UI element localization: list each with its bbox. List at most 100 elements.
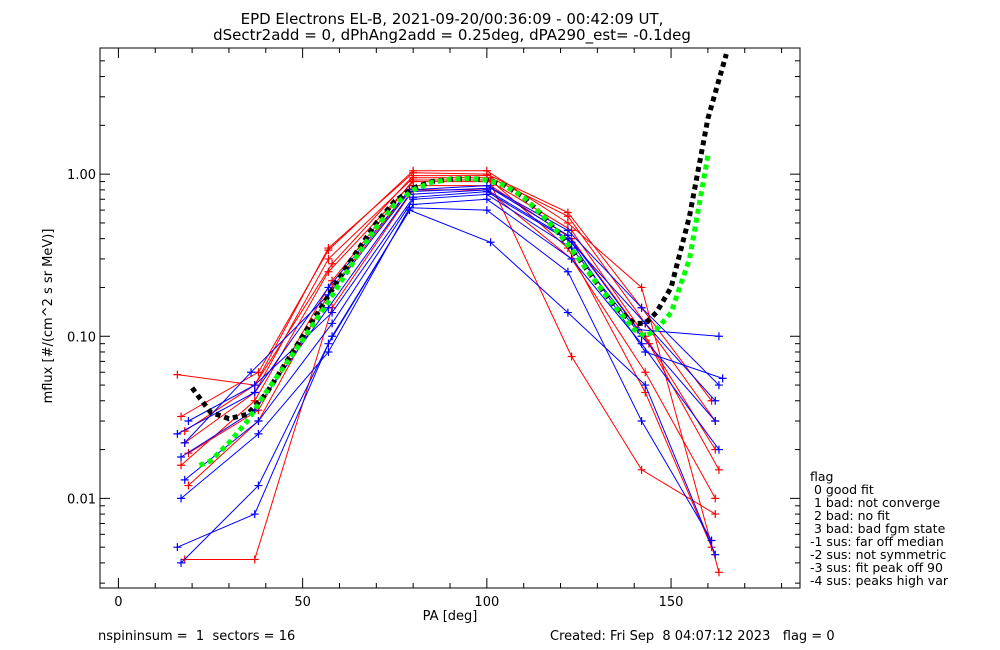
legend-item: -1 sus: far off median bbox=[810, 534, 944, 549]
fit-curve-3 bbox=[198, 155, 711, 468]
series-1-point bbox=[324, 347, 333, 356]
legend-item: 1 bad: not converge bbox=[810, 495, 940, 510]
series-1-point bbox=[563, 308, 572, 317]
series-0-point bbox=[714, 465, 723, 474]
legend-item: -2 sus: not symmetric bbox=[810, 547, 946, 562]
series-0-point bbox=[254, 368, 263, 377]
series-0-point bbox=[711, 510, 720, 519]
series-1-point bbox=[711, 417, 720, 426]
series-0-point bbox=[409, 176, 418, 185]
series-0-point bbox=[563, 212, 572, 221]
series-0-point bbox=[177, 412, 186, 421]
series-1-point bbox=[486, 238, 495, 247]
series-1-point bbox=[641, 381, 650, 390]
series-1-point bbox=[254, 429, 263, 438]
series-1-point bbox=[324, 283, 333, 292]
series-1-point bbox=[328, 319, 337, 328]
series-1-point bbox=[180, 475, 189, 484]
series-1-point bbox=[184, 417, 193, 426]
series-1-point bbox=[714, 381, 723, 390]
series-1-point bbox=[486, 184, 495, 193]
series-1-point bbox=[177, 494, 186, 503]
series-1-point bbox=[711, 550, 720, 559]
fit-curve-2 bbox=[190, 53, 729, 422]
series-1-line bbox=[184, 187, 719, 444]
series-1-point bbox=[482, 206, 491, 215]
series-1-point bbox=[714, 445, 723, 454]
x-tick-label: 150 bbox=[659, 595, 684, 610]
x-tick-label: 100 bbox=[474, 595, 499, 610]
series-0-point bbox=[567, 352, 576, 361]
x-tick-label: 0 bbox=[114, 595, 122, 610]
series-1-point bbox=[707, 536, 716, 545]
series-0-point bbox=[324, 254, 333, 263]
y-axis-label: mflux [#/(cm^2 s sr MeV)] bbox=[41, 229, 56, 404]
series-0 bbox=[173, 166, 723, 577]
series-1-point bbox=[714, 332, 723, 341]
series-1-line bbox=[188, 191, 723, 422]
chart-title-line1: EPD Electrons EL-B, 2021-09-20/00:36:09 … bbox=[241, 10, 664, 28]
series-1-point bbox=[711, 396, 720, 405]
axis-ticks: 0 50 100 150 0.01 0.10 1.00 bbox=[67, 47, 800, 610]
series-0-line bbox=[184, 175, 716, 515]
series-1 bbox=[173, 181, 727, 567]
series-1-line bbox=[177, 185, 720, 435]
series-0-point bbox=[714, 568, 723, 577]
series-1-point bbox=[247, 368, 256, 377]
series-0-point bbox=[644, 339, 653, 348]
series-1-line bbox=[177, 209, 716, 555]
footer-left: nspininsum = 1 sectors = 16 bbox=[98, 629, 295, 644]
series-0-point bbox=[173, 370, 182, 379]
y-tick-label: 0.10 bbox=[67, 330, 96, 345]
series-0-point bbox=[637, 283, 646, 292]
series-0-point bbox=[641, 368, 650, 377]
legend-item: 2 bad: no fit bbox=[810, 508, 890, 523]
series-1-point bbox=[173, 543, 182, 552]
legend-title: flag bbox=[810, 469, 833, 484]
series-1-point bbox=[563, 267, 572, 276]
series-1-line bbox=[180, 198, 720, 564]
series-0-line bbox=[180, 170, 720, 573]
footer-right: Created: Fri Sep 8 04:07:12 2023 flag = … bbox=[550, 629, 835, 644]
series-1-point bbox=[254, 417, 263, 426]
series-0-point bbox=[637, 465, 646, 474]
series-1-point bbox=[328, 308, 337, 317]
legend-item: 0 good fit bbox=[810, 482, 874, 497]
series-1-point bbox=[328, 332, 337, 341]
series-1-point bbox=[567, 254, 576, 263]
series-1-point bbox=[250, 388, 259, 397]
series-1-point bbox=[409, 193, 418, 202]
series-1-line bbox=[180, 207, 713, 541]
series-1-point bbox=[405, 203, 414, 212]
series-1-point bbox=[177, 452, 186, 461]
series-1-point bbox=[250, 381, 259, 390]
x-axis-label: PA [deg] bbox=[423, 609, 478, 624]
series-1-point bbox=[482, 195, 491, 204]
series-1-point bbox=[641, 347, 650, 356]
legend-item: -3 sus: fit peak off 90 bbox=[810, 560, 943, 575]
series-1-point bbox=[254, 481, 263, 490]
series-0-point bbox=[563, 218, 572, 227]
series-0-point bbox=[711, 494, 720, 503]
series-3 bbox=[198, 155, 711, 468]
series-1-point bbox=[637, 417, 646, 426]
series-0-point bbox=[177, 461, 186, 470]
series-1-point bbox=[563, 231, 572, 240]
series-1-point bbox=[718, 374, 727, 383]
series-1-point bbox=[637, 303, 646, 312]
plot-border bbox=[99, 47, 801, 589]
series-0-line bbox=[184, 177, 716, 444]
series-0-point bbox=[328, 259, 337, 268]
series-0-line bbox=[180, 181, 716, 466]
legend-item: 3 bad: bad fgm state bbox=[810, 521, 946, 536]
flag-legend: flag 0 good fit 1 bad: not converge 2 ba… bbox=[810, 469, 949, 588]
series-0-line bbox=[188, 179, 713, 548]
series-0-point bbox=[250, 555, 259, 564]
chart-title-line2: dSectr2add = 0, dPhAng2add = 0.25deg, dP… bbox=[213, 26, 691, 45]
series-2 bbox=[190, 53, 729, 422]
series-0-point bbox=[184, 481, 193, 490]
legend-item: -4 sus: peaks high var bbox=[810, 573, 949, 588]
series-0-line bbox=[188, 185, 720, 486]
series-1-point bbox=[180, 438, 189, 447]
